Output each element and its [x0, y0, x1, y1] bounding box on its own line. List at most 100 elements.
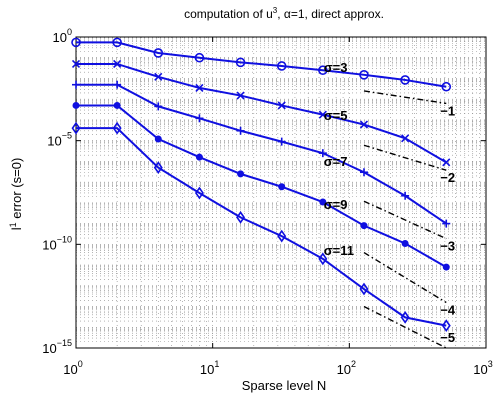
marker-circle: [71, 37, 81, 48]
marker-dot: [360, 222, 368, 230]
marker-x: [318, 110, 327, 119]
marker-circle: [400, 75, 410, 85]
marker-dot: [72, 101, 80, 109]
marker-diamond: [400, 310, 410, 324]
y-tick-label: 10−5: [47, 131, 72, 149]
marker-x: [401, 134, 410, 143]
reference-line-label: −4: [440, 303, 456, 318]
x-tick-label: 103: [473, 359, 492, 377]
reference-line: [363, 200, 447, 240]
ylabel-base: l: [9, 227, 24, 230]
series-path: [76, 62, 447, 164]
marker-circle: [194, 52, 205, 63]
reference-lines: −1 −2 −3 −4 −5: [363, 90, 456, 349]
y-tick-label: 10−15: [42, 338, 72, 356]
y-tick-base: 10: [53, 30, 67, 45]
series-label: σ=9: [324, 197, 348, 212]
marker-diamond: [194, 186, 204, 200]
y-tick-label: 10−10: [42, 234, 72, 252]
marker-diamond: [277, 229, 287, 243]
y-tick-base: 10: [47, 134, 61, 149]
marker-x: [195, 83, 204, 92]
marker-dot: [278, 183, 286, 191]
series-line: σ=7: [72, 80, 451, 228]
marker-diamond: [318, 252, 328, 266]
series-label: σ=3: [324, 60, 348, 75]
series-path: [76, 127, 447, 327]
y-tick-base: 10: [42, 237, 56, 252]
marker-x: [442, 158, 451, 167]
series-path: [76, 41, 447, 88]
series-line: σ=9: [72, 101, 450, 271]
x-tick-exponent: 1: [214, 359, 219, 369]
marker-circle: [112, 37, 122, 48]
y-tick-exponent: −15: [57, 338, 72, 348]
y-tick-exponent: −10: [57, 234, 72, 244]
marker-dot: [237, 170, 245, 178]
x-axis-label: Sparse level N: [242, 378, 327, 393]
chart-title: computation of u3, α=1, direct approx.: [184, 6, 384, 21]
marker-dot: [442, 263, 450, 271]
y-tick-label: 100: [53, 27, 72, 45]
plot-frame: [75, 36, 487, 349]
marker-circle: [153, 48, 164, 58]
x-tick-label: 100: [63, 359, 82, 377]
reference-line: [363, 90, 447, 105]
marker-x: [277, 101, 286, 110]
series-label: σ=5: [324, 108, 348, 123]
title-rest: , α=1, direct approx.: [277, 7, 384, 21]
marker-circle: [276, 61, 287, 71]
series-label: σ=7: [324, 154, 348, 169]
x-tick-base: 10: [473, 362, 487, 377]
ylabel-superscript: 1: [8, 222, 18, 227]
series-path: [76, 83, 447, 225]
y-tick-base: 10: [42, 341, 56, 356]
marker-diamond: [153, 161, 163, 175]
marker-x: [236, 91, 245, 100]
marker-dot: [401, 239, 409, 247]
series-line: σ=3: [71, 37, 452, 92]
reference-line: [363, 251, 447, 304]
x-tick-exponent: 0: [78, 359, 83, 369]
marker-x: [113, 59, 122, 69]
marker-dot: [154, 135, 162, 143]
marker-circle: [441, 81, 452, 92]
marker-x: [71, 59, 81, 69]
x-tick-label: 102: [337, 359, 356, 377]
marker-circle: [235, 57, 246, 68]
grid: [76, 37, 486, 348]
marker-circle: [359, 70, 369, 80]
y-tick-exponent: 0: [67, 27, 72, 37]
series-line: σ=11: [71, 121, 451, 333]
x-tick-exponent: 3: [488, 359, 493, 369]
title-base: computation of u: [184, 7, 273, 21]
x-tick-base: 10: [337, 362, 351, 377]
marker-diamond: [71, 121, 81, 135]
marker-dot: [319, 198, 327, 206]
y-axis-label: l1 error (s=0): [8, 158, 24, 231]
x-tick-exponent: 2: [351, 359, 356, 369]
x-tick-base: 10: [63, 362, 77, 377]
marker-diamond: [359, 282, 369, 296]
marker-diamond: [441, 319, 451, 333]
marker-diamond: [236, 210, 246, 224]
marker-circle: [318, 65, 328, 76]
series-line: σ=5: [71, 59, 451, 167]
reference-line: [363, 305, 447, 349]
reference-line-label: −5: [440, 330, 455, 345]
reference-line-label: −3: [440, 239, 455, 254]
marker-diamond: [112, 121, 122, 135]
series-label: σ=11: [324, 243, 354, 258]
ylabel-rest: error (s=0): [9, 158, 24, 223]
series-path: [76, 104, 447, 268]
series: σ=3 σ=5 σ=7 σ=9 σ=11: [71, 37, 452, 333]
x-tick-label: 101: [200, 359, 219, 377]
reference-line: [363, 144, 447, 171]
marker-x: [359, 120, 369, 129]
marker-x: [154, 72, 163, 81]
marker-dot: [195, 153, 203, 161]
reference-line-label: −1: [440, 103, 455, 118]
